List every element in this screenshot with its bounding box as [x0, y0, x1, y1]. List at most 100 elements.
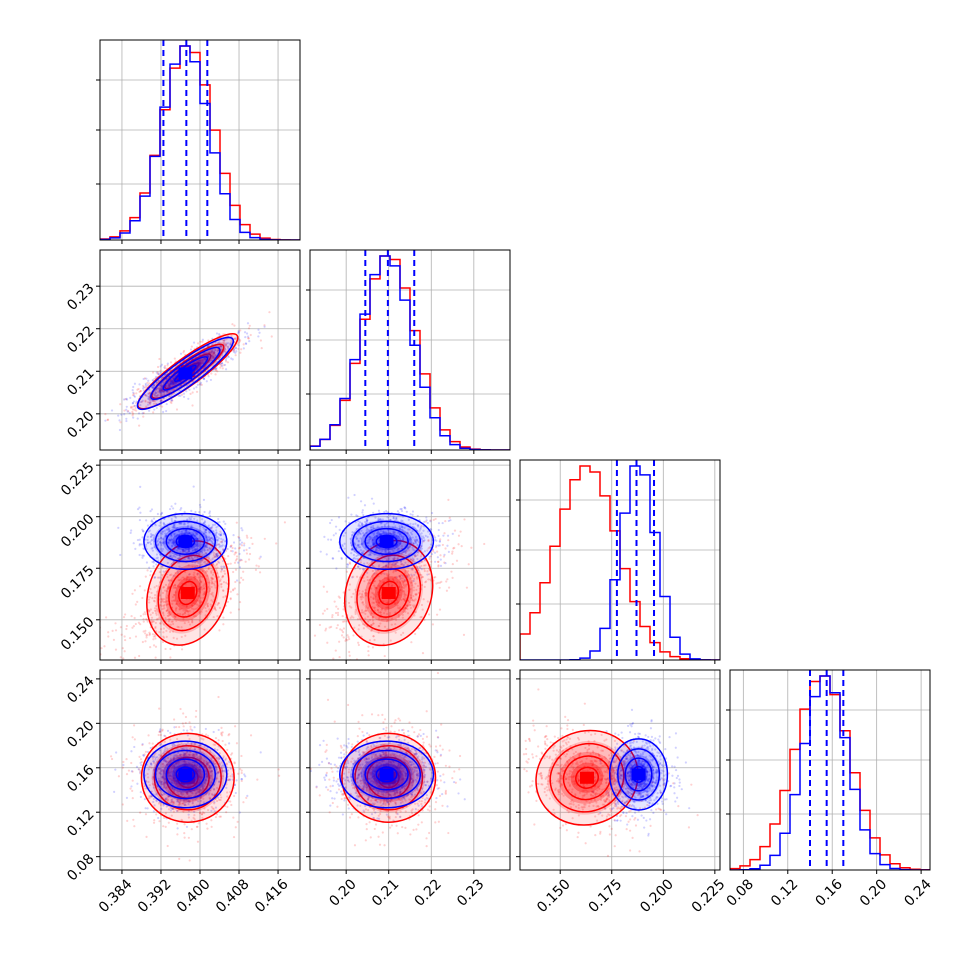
scatter-point — [199, 579, 202, 582]
scatter-point — [406, 612, 410, 615]
scatter-point — [165, 378, 168, 381]
scatter-point — [402, 586, 405, 590]
scatter-point — [354, 601, 357, 604]
scatter-point — [411, 558, 414, 561]
scatter-point — [145, 377, 148, 380]
scatter-point — [372, 635, 375, 638]
scatter-point — [404, 569, 407, 572]
scatter-point — [156, 387, 159, 390]
scatter-point — [231, 550, 234, 553]
scatter-point — [185, 384, 189, 387]
scatter-point — [392, 517, 395, 520]
scatter-point — [344, 531, 347, 535]
scatter-point — [198, 510, 201, 514]
scatter-point — [144, 632, 147, 635]
scatter-point — [196, 383, 199, 386]
scatter-point — [144, 575, 147, 578]
scatter-point — [135, 392, 138, 395]
scatter-point — [412, 589, 415, 592]
scatter-point — [153, 408, 156, 411]
scatter-point — [412, 558, 415, 561]
scatter-point — [358, 567, 362, 570]
scatter-point — [126, 819, 129, 823]
scatter-point — [249, 734, 253, 737]
scatter-point — [375, 532, 379, 535]
scatter-point — [200, 586, 203, 589]
scatter-point — [180, 522, 183, 525]
scatter-point — [136, 600, 139, 603]
scatter-point — [138, 544, 141, 547]
scatter-point — [133, 394, 136, 397]
scatter-point — [408, 553, 411, 556]
scatter-point — [238, 536, 241, 540]
scatter-point — [159, 390, 162, 393]
scatter-point — [257, 565, 260, 568]
scatter-point — [139, 811, 142, 814]
scatter-point — [166, 609, 169, 612]
scatter-point — [367, 542, 370, 545]
scatter-point — [360, 611, 363, 614]
scatter-point — [154, 391, 157, 394]
scatter-point — [170, 814, 173, 817]
scatter-point — [194, 607, 197, 610]
scatter-point — [208, 539, 211, 542]
scatter-point — [358, 589, 361, 592]
scatter-point — [447, 550, 450, 553]
scatter-point — [182, 754, 185, 757]
scatter-point — [178, 607, 181, 610]
scatter-point — [174, 607, 178, 611]
scatter-point — [216, 554, 219, 557]
scatter-point — [404, 550, 407, 553]
scatter-point — [428, 532, 432, 536]
scatter-point — [207, 339, 210, 342]
scatter-point — [170, 401, 173, 405]
scatter-point — [144, 386, 147, 389]
scatter-point — [409, 531, 413, 534]
scatter-point — [349, 616, 352, 620]
scatter-point — [414, 598, 417, 601]
scatter-point — [409, 587, 412, 591]
scatter-point — [149, 574, 152, 577]
scatter-point — [359, 500, 363, 503]
scatter-point — [226, 600, 229, 603]
axes-frame — [309, 459, 511, 661]
scatter-point — [211, 600, 215, 603]
scatter-point — [144, 538, 147, 541]
scatter-point — [230, 342, 233, 345]
scatter-point — [187, 790, 190, 793]
contour-blue — [339, 512, 435, 571]
scatter-point — [202, 352, 205, 355]
scatter-point — [447, 539, 450, 542]
scatter-point — [422, 539, 425, 542]
scatter-point — [169, 382, 173, 386]
scatter-point — [156, 539, 160, 542]
scatter-point — [199, 359, 202, 362]
scatter-point — [409, 577, 412, 580]
scatter-point — [442, 534, 445, 537]
scatter-point — [181, 548, 185, 552]
scatter-point — [161, 573, 164, 576]
scatter-point — [172, 574, 175, 577]
scatter-point — [394, 565, 397, 569]
scatter-point — [158, 594, 161, 597]
scatter-point — [210, 536, 213, 539]
scatter-point — [233, 553, 236, 556]
scatter-point — [416, 523, 419, 527]
scatter-point — [178, 754, 181, 757]
scatter-point — [171, 382, 175, 385]
scatter-point — [391, 563, 394, 566]
scatter-point — [167, 760, 170, 763]
scatter-point — [190, 578, 193, 581]
scatter-point — [181, 802, 185, 805]
scatter-point — [408, 539, 411, 543]
scatter-point — [404, 607, 407, 610]
scatter-point — [373, 541, 376, 544]
scatter-point — [426, 570, 429, 573]
scatter-point — [215, 529, 218, 532]
scatter-point — [385, 563, 388, 566]
scatter-point — [423, 558, 426, 561]
scatter-point — [210, 579, 213, 582]
scatter-point — [242, 549, 246, 552]
scatter-point — [139, 623, 142, 626]
scatter-point — [202, 587, 205, 590]
